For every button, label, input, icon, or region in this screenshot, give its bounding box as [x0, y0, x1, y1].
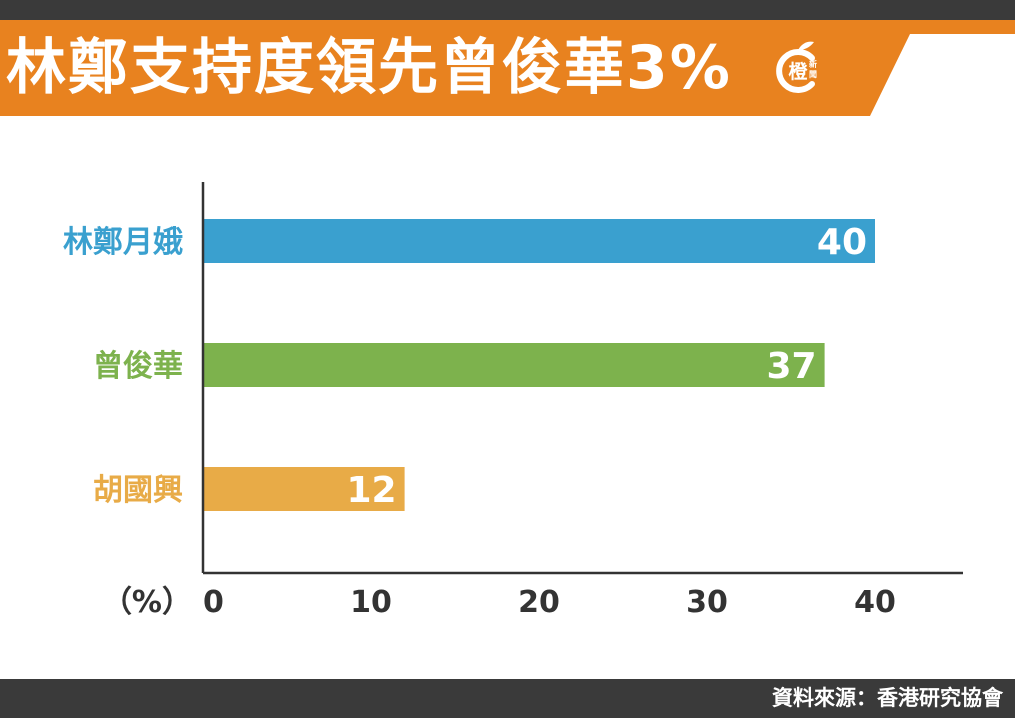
data-label-2: 12 — [346, 470, 396, 511]
top-strip — [0, 0, 1015, 20]
source-note: 資料來源：香港研究協會 — [772, 686, 1003, 710]
category-label-1: 曾俊華 — [93, 349, 183, 384]
category-label-0: 林鄭月娥 — [63, 225, 183, 260]
footer-bar: 資料來源：香港研究協會 — [0, 679, 1015, 718]
bar-0 — [203, 219, 875, 263]
bar-chart: 40 林鄭月娥 37 曾俊華 12 胡國興 0 10 20 30 40 （%） — [63, 182, 963, 620]
x-tick-label-0: 0 — [203, 585, 224, 620]
bar-1 — [203, 343, 825, 387]
data-label-1: 37 — [766, 346, 816, 387]
logo-icon — [776, 41, 815, 93]
category-label-2: 胡國興 — [93, 473, 183, 508]
title-banner — [0, 20, 1015, 116]
x-axis-unit-label: （%） — [102, 585, 192, 620]
page-title: 林鄭支持度領先曾俊華3% — [6, 33, 732, 103]
x-tick-label-3: 30 — [686, 585, 728, 620]
x-tick-label-1: 10 — [350, 585, 392, 620]
x-tick-label-4: 40 — [854, 585, 896, 620]
x-tick-label-2: 20 — [518, 585, 560, 620]
logo-subtext: 新聞 — [809, 60, 817, 79]
data-label-0: 40 — [817, 222, 867, 263]
title-banner-shape — [0, 20, 1015, 116]
logo-text: 橙 — [788, 61, 808, 83]
bar-2 — [203, 467, 405, 511]
